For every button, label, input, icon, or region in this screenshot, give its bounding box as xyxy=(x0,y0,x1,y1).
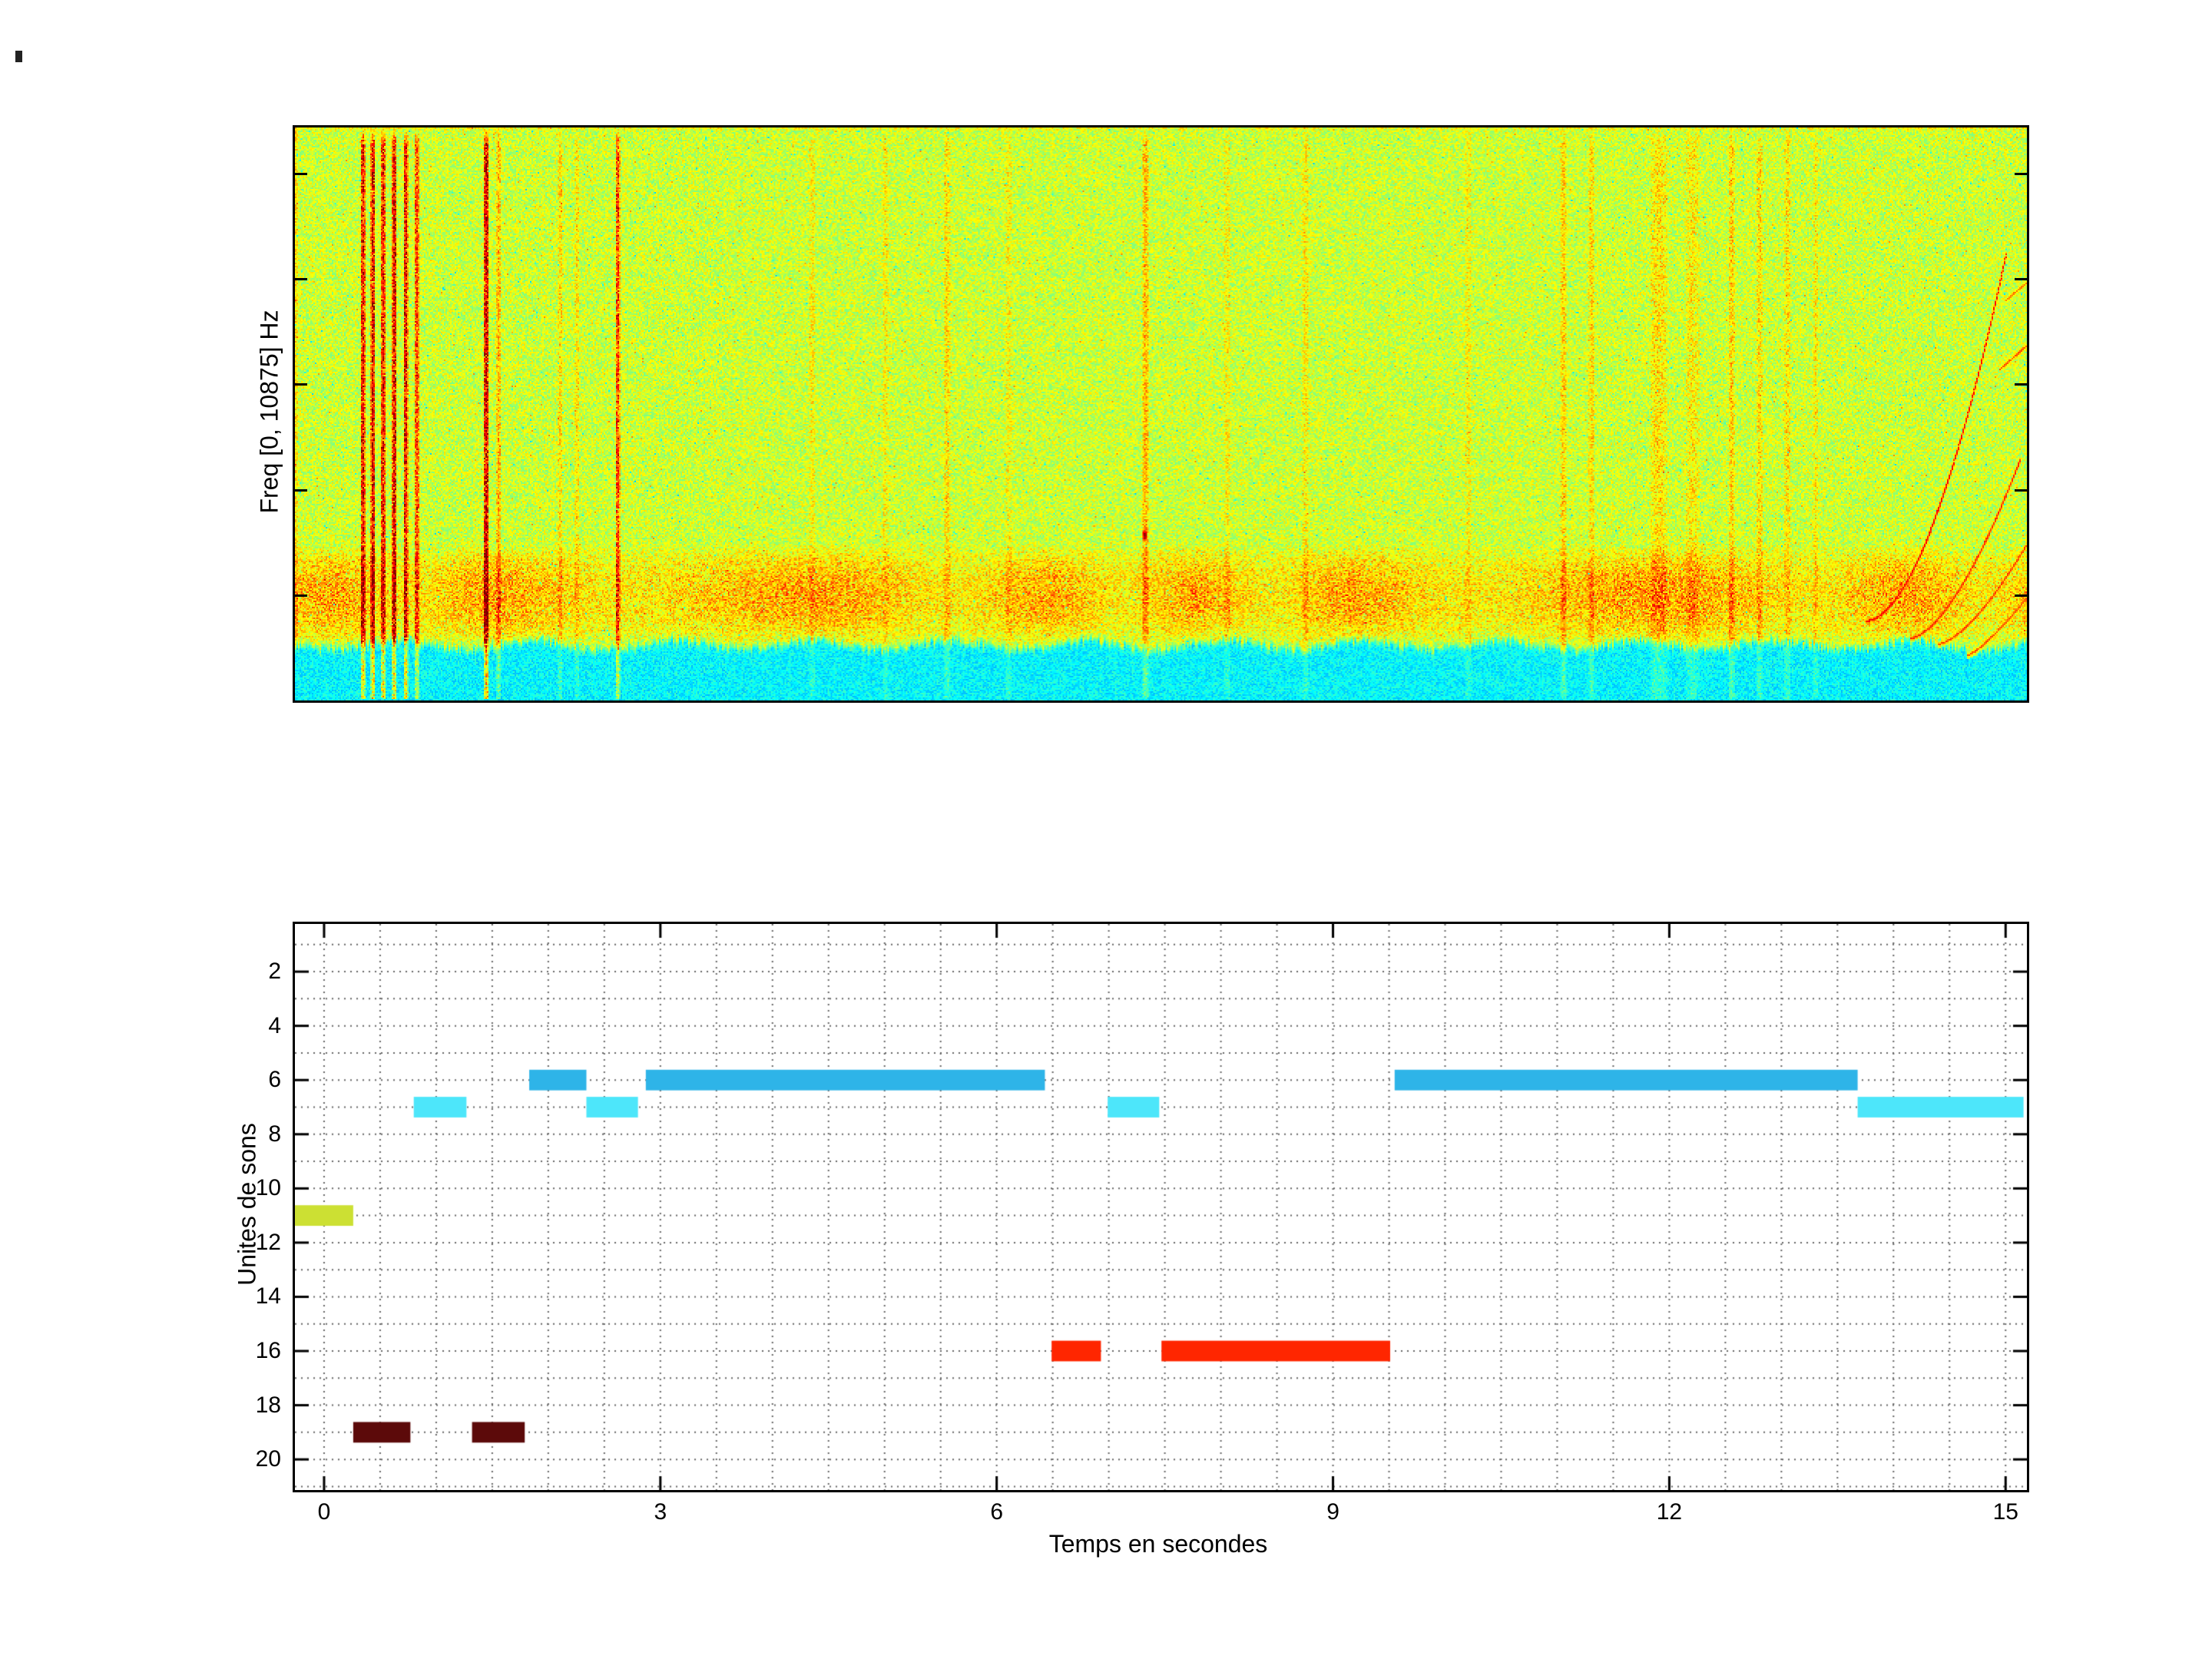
y-tick-label: 6 xyxy=(268,1067,281,1093)
y-tick-label: 10 xyxy=(255,1175,281,1201)
y-tick-label: 16 xyxy=(255,1338,281,1363)
y-tick-label: 20 xyxy=(255,1446,281,1472)
units-ylabel: Unites de sons xyxy=(233,1123,261,1286)
spec-y-tick xyxy=(295,173,307,176)
spec-y-tick xyxy=(295,594,307,597)
y-tick-label: 8 xyxy=(268,1121,281,1147)
spec-y-tick xyxy=(2015,173,2027,176)
x-tick-label: 3 xyxy=(654,1499,667,1525)
units-timeline-canvas xyxy=(295,924,2027,1490)
spectrogram-axes xyxy=(293,125,2029,703)
screen-artifact xyxy=(15,51,22,62)
y-tick-label: 4 xyxy=(268,1012,281,1038)
spec-y-tick xyxy=(295,488,307,492)
y-tick-label: 14 xyxy=(255,1283,281,1310)
spec-y-tick xyxy=(295,278,307,281)
units-axes: 0 3 6 9 12 15 2 4 6 8 10 12 14 16 18 20 xyxy=(256,922,2029,1524)
y-tick-label: 12 xyxy=(255,1229,281,1255)
x-tick-label: 9 xyxy=(1326,1499,1339,1525)
spec-y-tick xyxy=(2015,488,2027,492)
spectrogram-ylabel: Freq [0, 10875] Hz xyxy=(255,310,283,514)
y-tick-label: 2 xyxy=(268,959,281,985)
spec-y-tick xyxy=(295,383,307,386)
spec-y-tick xyxy=(2015,278,2027,281)
units-xlabel: Temps en secondes xyxy=(1048,1530,1268,1558)
spec-y-tick xyxy=(2015,594,2027,597)
y-tick-label: 18 xyxy=(255,1392,281,1418)
x-tick-label: 0 xyxy=(317,1499,331,1525)
spec-y-tick xyxy=(2015,383,2027,386)
spectrogram-canvas xyxy=(295,127,2027,700)
x-tick-label: 12 xyxy=(1656,1499,1683,1525)
x-tick-label: 6 xyxy=(990,1499,1004,1525)
x-tick-label: 15 xyxy=(1992,1499,2018,1525)
